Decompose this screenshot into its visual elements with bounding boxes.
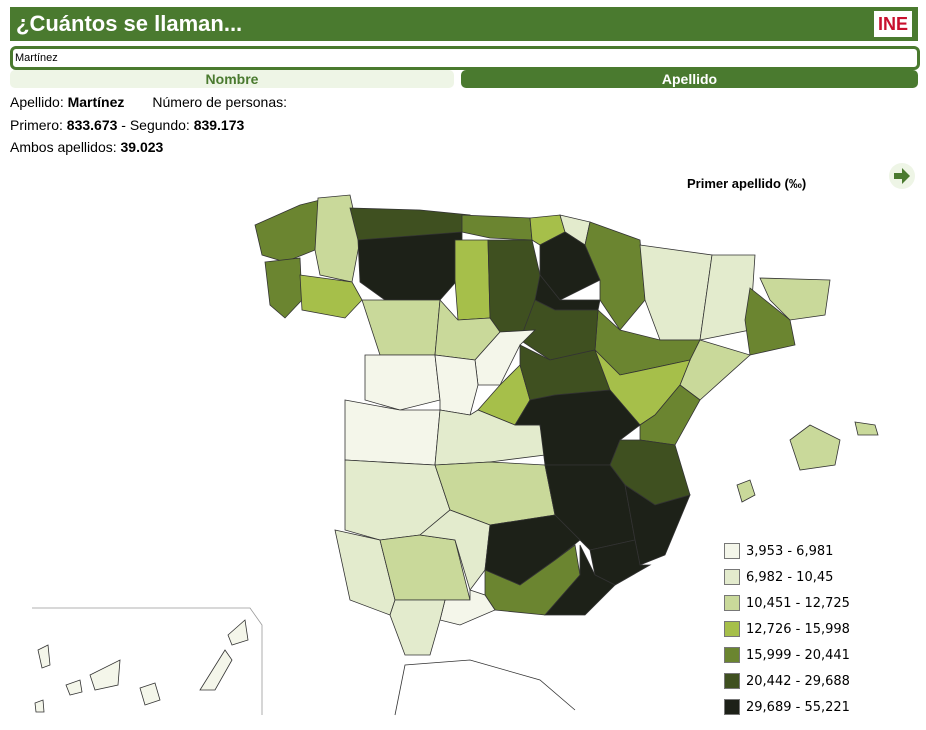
- province-girona[interactable]: [759, 277, 831, 321]
- second-count: 839.173: [193, 117, 245, 133]
- legend-swatch: [724, 699, 740, 715]
- province-zamora[interactable]: [361, 299, 441, 356]
- first-count: 833.673: [66, 117, 118, 133]
- map-title: Primer apellido (‰): [687, 176, 807, 191]
- province-leon[interactable]: [357, 231, 463, 301]
- legend-item: 12,726 - 15,998: [724, 616, 850, 642]
- legend-label: 12,726 - 15,998: [746, 621, 850, 637]
- legend-item: 15,999 - 20,441: [724, 642, 850, 668]
- name-search-input[interactable]: [10, 46, 920, 70]
- legend-label: 6,982 - 10,45: [746, 569, 834, 585]
- tab-nombre[interactable]: Nombre: [10, 70, 454, 88]
- arrow-right-icon: [894, 168, 910, 184]
- province-avila[interactable]: [434, 354, 479, 416]
- both-line: Ambos apellidos: 39.023: [10, 139, 163, 155]
- province-palencia[interactable]: [454, 239, 491, 321]
- legend-item: 3,953 - 6,981: [724, 538, 850, 564]
- legend-item: 10,451 - 12,725: [724, 590, 850, 616]
- app-header: ¿Cuántos se llaman... INE: [10, 7, 918, 41]
- counts-line: Primero: 833.673 - Segundo: 839.173: [10, 117, 244, 133]
- legend-label: 20,442 - 29,688: [746, 673, 850, 689]
- province-huesca[interactable]: [639, 244, 713, 341]
- ine-logo[interactable]: INE: [874, 11, 912, 37]
- both-count: 39.023: [120, 139, 164, 155]
- province-pontevedra[interactable]: [264, 257, 303, 319]
- province-coruna[interactable]: [254, 199, 321, 263]
- legend-swatch: [724, 543, 740, 559]
- province-mallorca[interactable]: [789, 424, 841, 471]
- legend-item: 20,442 - 29,688: [724, 668, 850, 694]
- province-sevilla[interactable]: [379, 534, 471, 601]
- legend-swatch: [724, 569, 740, 585]
- province-ibiza[interactable]: [736, 479, 756, 503]
- surname-line: Apellido: Martínez Número de personas:: [10, 94, 287, 110]
- province-barcelona[interactable]: [744, 287, 796, 356]
- label: - Segundo:: [121, 117, 190, 133]
- legend-label: 3,953 - 6,981: [746, 543, 834, 559]
- legend-label: 15,999 - 20,441: [746, 647, 850, 663]
- legend-label: 10,451 - 12,725: [746, 595, 850, 611]
- label: Número de personas:: [152, 94, 288, 110]
- map-legend: 3,953 - 6,981 6,982 - 10,45 10,451 - 12,72…: [724, 538, 850, 720]
- legend-swatch: [724, 673, 740, 689]
- legend-swatch: [724, 595, 740, 611]
- legend-label: 29,689 - 55,221: [746, 699, 850, 715]
- legend-item: 6,982 - 10,45: [724, 564, 850, 590]
- surname-value: Martínez: [67, 94, 125, 110]
- legend-swatch: [724, 621, 740, 637]
- tab-apellido[interactable]: Apellido: [461, 70, 918, 88]
- province-cadiz[interactable]: [389, 599, 446, 656]
- next-button[interactable]: [889, 163, 915, 189]
- province-canarias[interactable]: [34, 619, 249, 713]
- province-caceres[interactable]: [344, 399, 441, 466]
- label: Ambos apellidos:: [10, 139, 117, 155]
- province-cantabria[interactable]: [461, 214, 533, 241]
- legend-swatch: [724, 647, 740, 663]
- province-almeria[interactable]: [544, 544, 616, 616]
- province-ourense[interactable]: [299, 274, 363, 319]
- app-title: ¿Cuántos se llaman...: [16, 11, 243, 36]
- label: Primero:: [10, 117, 63, 133]
- legend-item: 29,689 - 55,221: [724, 694, 850, 720]
- label: Apellido:: [10, 94, 64, 110]
- province-menorca[interactable]: [854, 421, 879, 436]
- province-malaga[interactable]: [439, 589, 496, 626]
- province-salamanca[interactable]: [364, 354, 441, 411]
